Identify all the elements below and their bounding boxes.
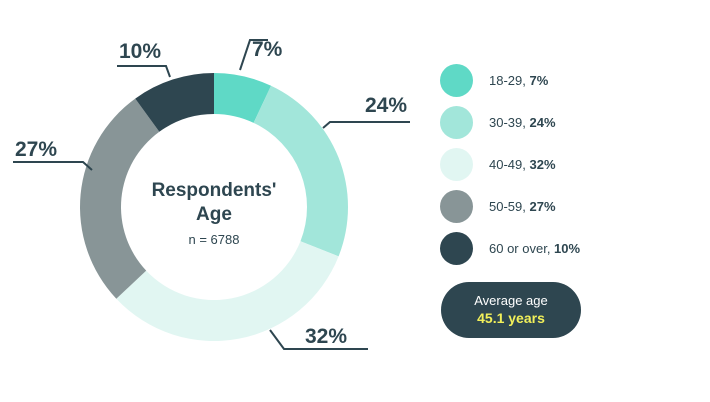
sample-size-label: n = 6788	[189, 232, 240, 247]
donut-slice-18-29	[214, 73, 272, 123]
legend-item-30-39: 30-39, 24%	[440, 104, 556, 140]
donut-slice-50-59	[79, 98, 160, 299]
donut-slice-30-39	[253, 85, 348, 257]
data-label-60-or-over: 10%	[119, 40, 161, 63]
callout-labels: 7% 24% 32% 27% 10%	[15, 38, 407, 348]
legend-category: 40-49,	[489, 156, 530, 172]
legend-value: 7%	[529, 72, 549, 88]
legend-item-60-or-over: 60 or over, 10%	[440, 230, 580, 266]
legend-swatch	[440, 147, 473, 181]
legend-label: 30-39, 24%	[489, 115, 556, 130]
donut-slice-40-49	[116, 241, 339, 341]
legend-label: 50-59, 27%	[489, 199, 556, 214]
chart-title-line1: Respondents'	[152, 180, 277, 201]
average-age-label: Average age	[474, 293, 548, 308]
donut-slice-60-or-over	[135, 73, 214, 132]
legend-category: 18-29,	[489, 72, 530, 88]
legend-swatch	[440, 189, 473, 223]
callout-line-4	[117, 65, 171, 78]
legend-category: 30-39,	[489, 114, 530, 130]
callout-line-1	[322, 121, 410, 129]
legend-swatch	[440, 231, 473, 265]
legend-label: 18-29, 7%	[489, 73, 548, 88]
legend-swatch	[440, 105, 473, 139]
average-age-value: 45.1 years	[477, 310, 545, 326]
legend-swatch	[440, 63, 473, 97]
legend-item-50-59: 50-59, 27%	[440, 188, 556, 224]
callout-lines	[13, 39, 410, 350]
callout-line-0	[239, 39, 268, 71]
callout-line-3	[13, 161, 93, 171]
legend-item-40-49: 40-49, 32%	[440, 146, 556, 182]
legend-category: 50-59,	[489, 198, 530, 214]
legend-value: 24%	[529, 114, 556, 130]
legend-item-18-29: 18-29, 7%	[440, 62, 548, 98]
legend-label: 60 or over, 10%	[489, 241, 580, 256]
chart-title-line2: Age	[196, 204, 232, 225]
legend-label: 40-49, 32%	[489, 157, 556, 172]
legend-category: 60 or over,	[489, 240, 555, 256]
legend-value: 32%	[529, 156, 556, 172]
donut-slices	[79, 73, 348, 341]
legend-value: 10%	[554, 240, 581, 256]
data-label-40-49: 32%	[305, 325, 347, 348]
callout-line-2	[269, 329, 368, 350]
legend-value: 27%	[529, 198, 556, 214]
average-age-badge: Average age 45.1 years	[441, 282, 581, 338]
data-label-18-29: 7%	[252, 38, 283, 61]
data-label-30-39: 24%	[365, 94, 407, 117]
data-label-50-59: 27%	[15, 138, 57, 161]
